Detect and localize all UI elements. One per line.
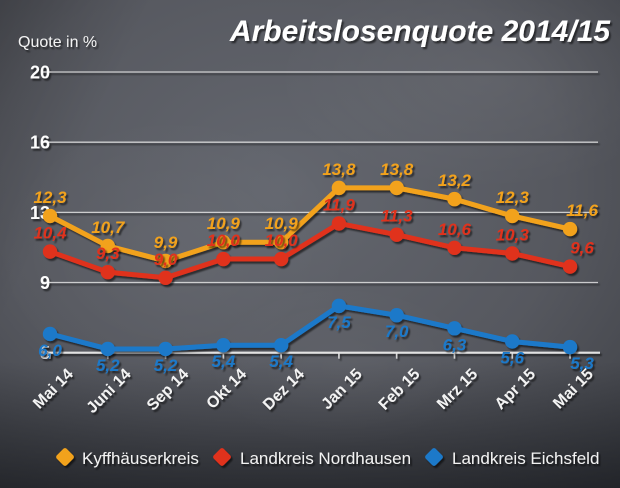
data-point-label: 10,9 xyxy=(265,214,299,233)
data-point xyxy=(447,191,462,207)
data-point xyxy=(447,240,462,256)
data-point xyxy=(100,341,115,357)
data-point xyxy=(158,270,173,285)
x-tick-label: Mrz 15 xyxy=(434,366,481,413)
data-point xyxy=(273,234,289,250)
data-point-label: 5,2 xyxy=(96,356,120,375)
data-point-label: 5,6 xyxy=(500,348,524,367)
legend-label: Landkreis Nordhausen xyxy=(240,449,411,468)
data-point-label: 10,6 xyxy=(438,220,472,239)
data-point-label: 11,6 xyxy=(566,201,598,220)
data-point xyxy=(389,308,404,323)
data-point-label: 13,8 xyxy=(380,160,414,179)
data-point-label: 12,3 xyxy=(33,188,67,207)
data-point xyxy=(100,238,115,254)
x-tick-label: Apr 15 xyxy=(492,366,539,413)
data-point xyxy=(447,321,462,336)
series-line xyxy=(47,185,573,264)
data-point-label: 5,2 xyxy=(154,356,178,375)
legend-label: Landkreis Eichsfeld xyxy=(452,449,599,468)
data-point xyxy=(216,251,231,267)
series-line xyxy=(47,220,573,281)
legend-label: Kyffhäuserkreis xyxy=(82,449,199,468)
data-point xyxy=(42,244,58,259)
data-point-label: 10,0 xyxy=(207,231,241,250)
data-point-label: 9,0 xyxy=(154,250,178,269)
data-point-label: 6,3 xyxy=(443,335,467,354)
legend-marker-diamond-icon xyxy=(425,448,443,466)
data-point xyxy=(331,216,347,231)
data-point xyxy=(273,251,289,267)
y-axis-title: Quote in % xyxy=(18,34,97,51)
data-point-label: 11,3 xyxy=(381,207,413,226)
data-point-label: 9,3 xyxy=(96,244,120,263)
data-point xyxy=(42,208,58,224)
data-point-label: 11,9 xyxy=(323,195,355,214)
data-point xyxy=(389,180,404,196)
legend-marker-diamond-icon xyxy=(213,448,231,466)
legend-item-landkreis-eichsfeld: Landkreis Eichsfeld xyxy=(425,448,599,468)
data-point-label: 5,3 xyxy=(570,354,594,373)
data-point xyxy=(158,341,173,357)
data-point-label: 9,6 xyxy=(570,239,594,258)
legend-item-kyffhaeuserkreis: Kyffhäuserkreis xyxy=(56,448,199,468)
data-point-label: 7,0 xyxy=(385,322,409,341)
data-point xyxy=(158,253,173,269)
x-axis-labels: Mai 14 Juni 14 Sep 14 Okt 14 Dez 14 Jan 15 Feb… xyxy=(30,366,597,417)
data-point xyxy=(562,221,578,237)
data-point xyxy=(42,326,58,342)
data-point xyxy=(562,259,578,274)
data-point-label: 13,2 xyxy=(438,171,472,190)
data-point-label: 10,4 xyxy=(33,224,67,243)
chart-title: Arbeitslosenquote 2014/15 xyxy=(229,15,611,48)
data-point-label: 12,3 xyxy=(496,188,530,207)
series-3 xyxy=(42,298,578,357)
data-point-label: 5,4 xyxy=(269,352,293,371)
data-point xyxy=(100,264,115,280)
x-tick-label: Feb 15 xyxy=(376,366,424,414)
data-point xyxy=(331,180,347,196)
data-point-label: 9,9 xyxy=(154,233,178,252)
data-point-label: 10,9 xyxy=(207,214,241,233)
data-point xyxy=(216,338,231,353)
data-point-label: 5,4 xyxy=(212,352,236,371)
legend-marker-diamond-icon xyxy=(56,448,74,466)
data-point xyxy=(389,227,404,242)
data-point xyxy=(505,334,520,349)
y-tick-label: 20 xyxy=(30,63,50,83)
data-point-label: 6,0 xyxy=(38,341,62,360)
data-point-label: 10,0 xyxy=(265,231,299,250)
x-tick-label: Jan 15 xyxy=(318,366,365,413)
y-tick-label: 16 xyxy=(30,133,50,153)
data-point-label: 13,8 xyxy=(322,160,356,179)
value-labels: 12,3 10,7 9,9 10,9 10,9 13,8 13,8 13,2 12,3 11,6 1… xyxy=(33,160,598,375)
data-point-label: 7,5 xyxy=(327,313,351,332)
data-point xyxy=(562,339,578,355)
y-tick-label: 5 xyxy=(40,343,50,363)
x-tick-label: Dez 14 xyxy=(260,366,308,414)
data-point xyxy=(273,338,289,353)
data-point xyxy=(505,208,520,224)
x-tick-label: Mai 14 xyxy=(30,366,77,413)
series-1 xyxy=(42,180,578,269)
legend: Kyffhäuserkreis Landkreis Nordhausen Lan… xyxy=(56,448,599,468)
series-2 xyxy=(42,216,578,285)
data-point-label: 10,3 xyxy=(496,225,530,244)
x-tick-label: Okt 14 xyxy=(204,366,251,413)
data-point xyxy=(216,234,231,250)
legend-item-landkreis-nordhausen: Landkreis Nordhausen xyxy=(213,448,411,468)
data-point xyxy=(331,298,347,314)
data-point xyxy=(505,246,520,261)
series-line xyxy=(47,303,573,352)
y-tick-label: 9 xyxy=(40,273,50,293)
data-point-label: 10,7 xyxy=(91,218,126,237)
